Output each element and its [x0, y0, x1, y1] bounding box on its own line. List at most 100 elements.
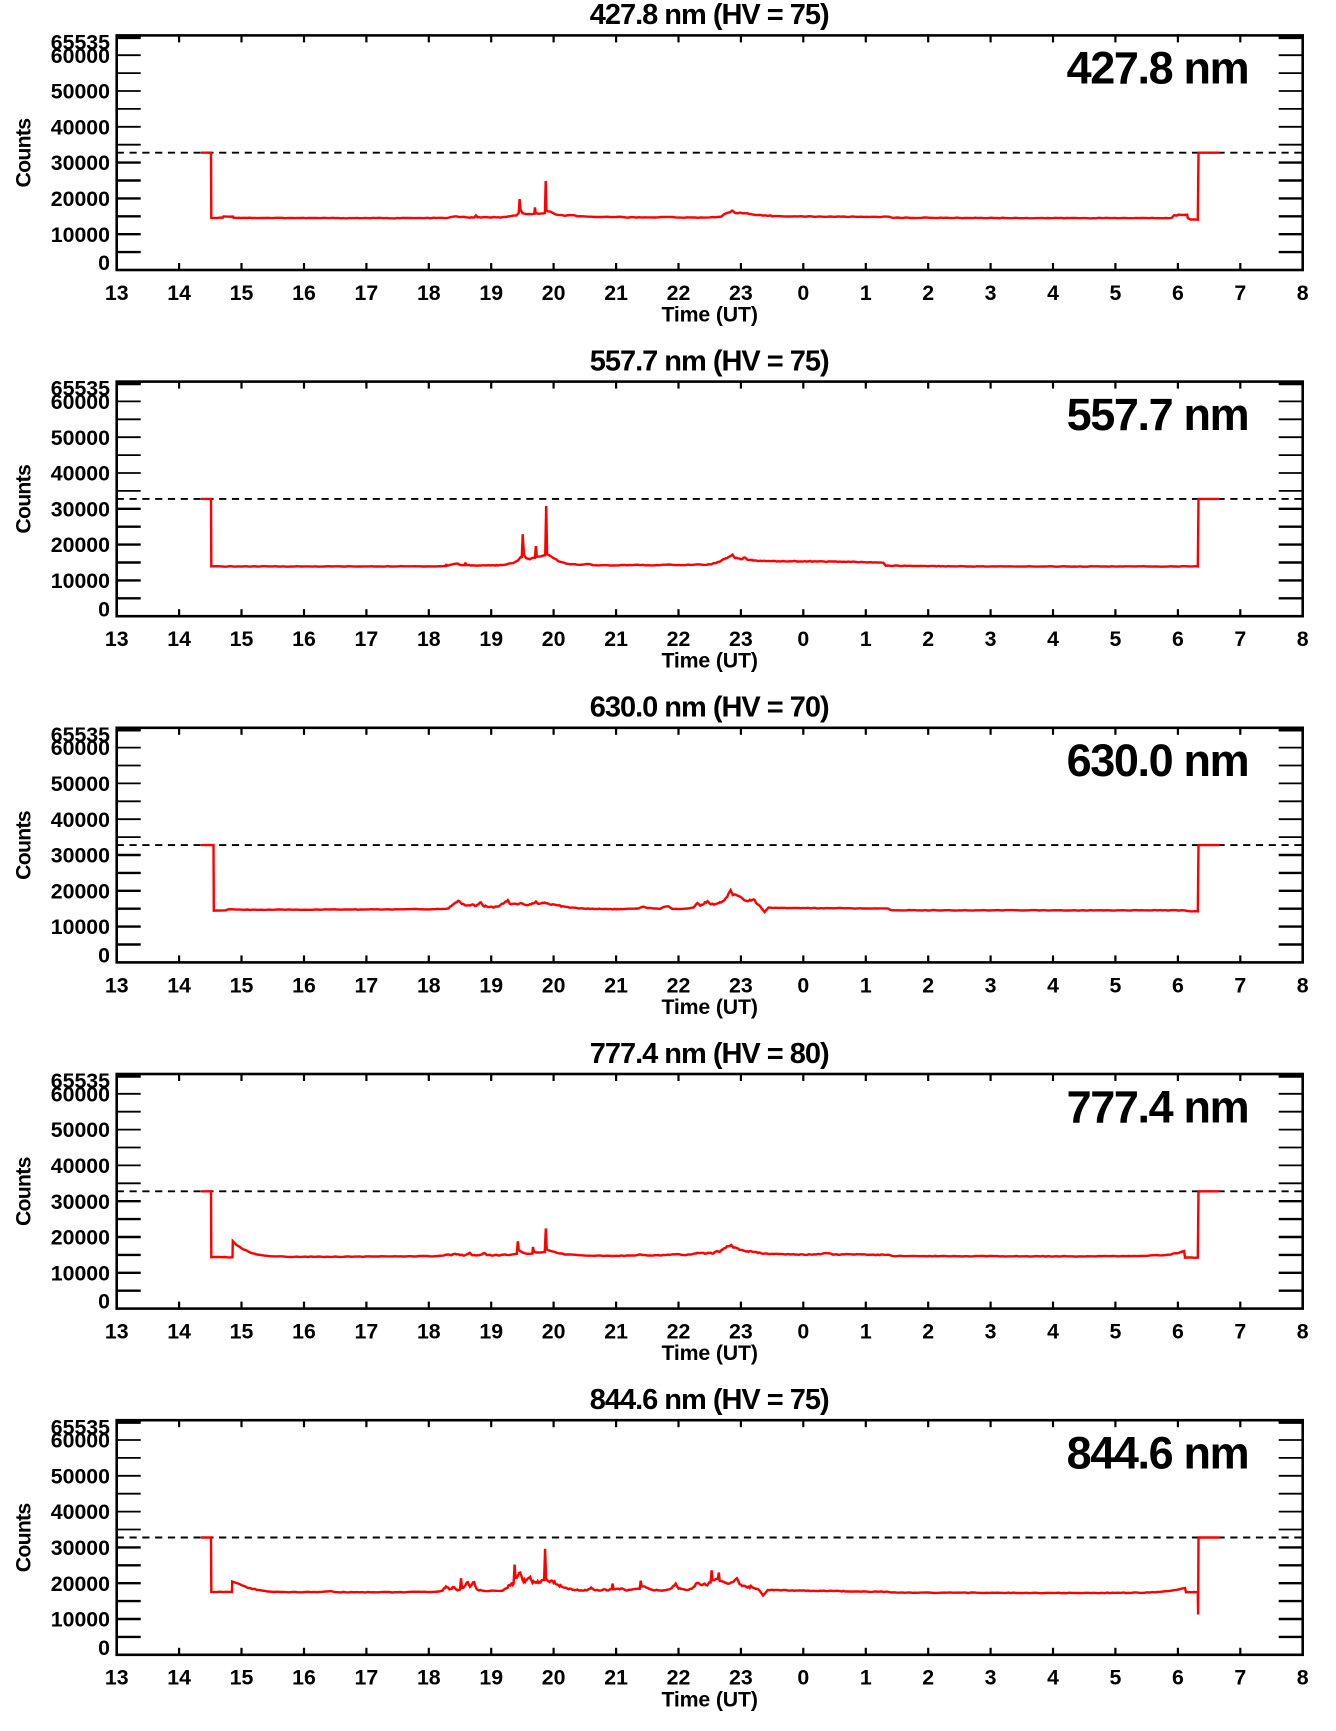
svg-text:18: 18	[417, 1320, 441, 1344]
svg-text:6: 6	[1172, 973, 1184, 997]
svg-text:557.7 nm: 557.7 nm	[1067, 389, 1250, 440]
svg-text:40000: 40000	[51, 1154, 110, 1178]
svg-text:65535: 65535	[51, 31, 110, 55]
svg-text:40000: 40000	[51, 1500, 110, 1524]
svg-text:844.6 nm (HV = 75): 844.6 nm (HV = 75)	[590, 1384, 830, 1416]
svg-text:0: 0	[797, 281, 809, 305]
svg-text:2: 2	[922, 281, 934, 305]
svg-text:427.8 nm: 427.8 nm	[1067, 43, 1250, 94]
svg-text:20: 20	[542, 1666, 566, 1690]
svg-text:6: 6	[1172, 1666, 1184, 1690]
svg-text:0: 0	[98, 944, 110, 968]
svg-text:16: 16	[292, 627, 316, 651]
svg-text:1: 1	[860, 973, 872, 997]
svg-text:4: 4	[1047, 973, 1059, 997]
svg-text:1: 1	[860, 281, 872, 305]
svg-text:Counts: Counts	[12, 810, 36, 880]
svg-text:Counts: Counts	[12, 464, 36, 534]
svg-text:20: 20	[542, 1320, 566, 1344]
svg-text:Time (UT): Time (UT)	[661, 303, 758, 327]
svg-text:22: 22	[667, 1666, 691, 1690]
svg-text:30000: 30000	[51, 844, 110, 868]
svg-text:8: 8	[1297, 1666, 1309, 1690]
svg-text:2: 2	[922, 1666, 934, 1690]
svg-text:3: 3	[985, 1666, 997, 1690]
svg-text:65535: 65535	[51, 377, 110, 401]
svg-text:22: 22	[667, 973, 691, 997]
svg-text:60000: 60000	[51, 390, 110, 414]
svg-text:22: 22	[667, 1320, 691, 1344]
svg-text:60000: 60000	[51, 44, 110, 68]
svg-text:13: 13	[105, 973, 129, 997]
svg-text:0: 0	[98, 597, 110, 621]
svg-text:50000: 50000	[51, 1464, 110, 1488]
svg-text:15: 15	[230, 627, 254, 651]
svg-text:Counts: Counts	[12, 1503, 36, 1573]
svg-text:17: 17	[355, 281, 379, 305]
svg-text:2: 2	[922, 1320, 934, 1344]
svg-text:0: 0	[797, 973, 809, 997]
svg-text:16: 16	[292, 281, 316, 305]
svg-text:50000: 50000	[51, 426, 110, 450]
svg-text:30000: 30000	[51, 1190, 110, 1214]
svg-text:19: 19	[479, 1666, 503, 1690]
svg-text:14: 14	[167, 281, 191, 305]
svg-text:30000: 30000	[51, 151, 110, 175]
svg-text:0: 0	[98, 1290, 110, 1314]
svg-text:22: 22	[667, 627, 691, 651]
svg-text:427.8 nm (HV = 75): 427.8 nm (HV = 75)	[590, 0, 830, 31]
svg-text:1: 1	[860, 627, 872, 651]
svg-text:777.4 nm (HV = 80): 777.4 nm (HV = 80)	[590, 1038, 830, 1070]
svg-text:40000: 40000	[51, 462, 110, 486]
svg-text:20000: 20000	[51, 187, 110, 211]
svg-text:22: 22	[667, 281, 691, 305]
svg-text:13: 13	[105, 1666, 129, 1690]
svg-text:65535: 65535	[51, 723, 110, 747]
svg-text:21: 21	[604, 973, 628, 997]
svg-text:10000: 10000	[51, 569, 110, 593]
svg-text:14: 14	[167, 1666, 191, 1690]
svg-text:20000: 20000	[51, 1572, 110, 1596]
svg-text:17: 17	[355, 1320, 379, 1344]
svg-text:8: 8	[1297, 281, 1309, 305]
svg-text:20000: 20000	[51, 1226, 110, 1250]
svg-text:60000: 60000	[51, 1082, 110, 1106]
svg-text:7: 7	[1234, 1666, 1246, 1690]
svg-text:19: 19	[479, 627, 503, 651]
svg-text:19: 19	[479, 1320, 503, 1344]
svg-text:15: 15	[230, 973, 254, 997]
svg-text:5: 5	[1109, 281, 1121, 305]
svg-text:14: 14	[167, 973, 191, 997]
svg-text:0: 0	[797, 627, 809, 651]
svg-text:65535: 65535	[51, 1069, 110, 1093]
svg-text:Time (UT): Time (UT)	[661, 649, 758, 673]
svg-text:14: 14	[167, 627, 191, 651]
svg-text:3: 3	[985, 281, 997, 305]
svg-text:21: 21	[604, 1666, 628, 1690]
svg-text:20: 20	[542, 281, 566, 305]
svg-text:20: 20	[542, 627, 566, 651]
svg-text:65535: 65535	[51, 1415, 110, 1439]
svg-text:Time (UT): Time (UT)	[661, 1341, 758, 1365]
svg-text:21: 21	[604, 1320, 628, 1344]
svg-text:16: 16	[292, 1320, 316, 1344]
svg-text:10000: 10000	[51, 915, 110, 939]
svg-text:17: 17	[355, 973, 379, 997]
svg-text:8: 8	[1297, 1320, 1309, 1344]
svg-text:5: 5	[1109, 1320, 1121, 1344]
svg-text:10000: 10000	[51, 1261, 110, 1285]
svg-text:5: 5	[1109, 1666, 1121, 1690]
svg-text:16: 16	[292, 1666, 316, 1690]
svg-text:4: 4	[1047, 281, 1059, 305]
svg-text:15: 15	[230, 281, 254, 305]
svg-text:18: 18	[417, 1666, 441, 1690]
svg-text:4: 4	[1047, 1666, 1059, 1690]
svg-text:777.4 nm: 777.4 nm	[1067, 1081, 1250, 1132]
svg-text:20000: 20000	[51, 533, 110, 557]
svg-text:Counts: Counts	[12, 118, 36, 188]
svg-text:13: 13	[105, 1320, 129, 1344]
svg-text:23: 23	[729, 281, 753, 305]
svg-text:50000: 50000	[51, 80, 110, 104]
svg-text:7: 7	[1234, 973, 1246, 997]
svg-text:10000: 10000	[51, 1608, 110, 1632]
